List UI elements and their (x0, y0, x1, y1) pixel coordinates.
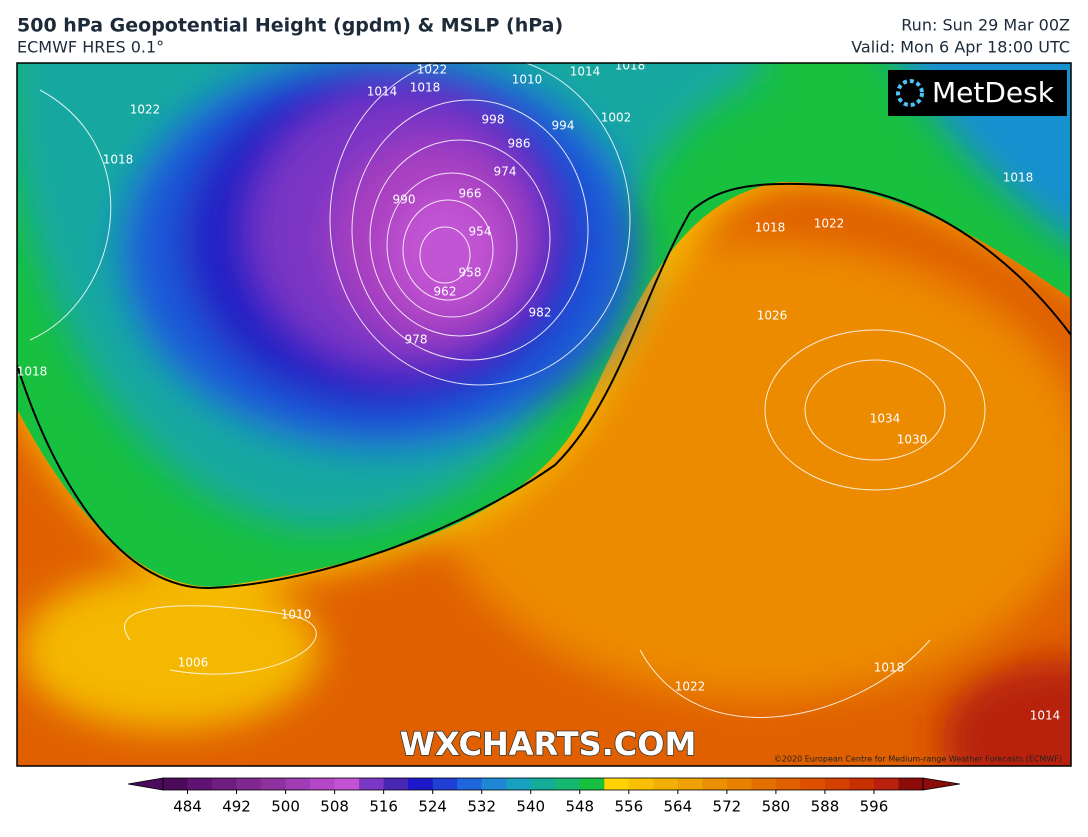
colorbar-segment (408, 778, 434, 790)
colorbar-segment (604, 778, 630, 790)
colorbar-tick-label: 548 (565, 798, 594, 816)
colorbar-tick-label: 516 (369, 798, 398, 816)
isobar-label: 1018 (874, 661, 905, 675)
isobar-label: 1022 (814, 217, 845, 231)
isobar-label: 1014 (1030, 709, 1061, 723)
colorbar-tick-label: 540 (516, 798, 545, 816)
valid-time: Valid: Mon 6 Apr 18:00 UTC (851, 38, 1070, 57)
colorbar-segment (432, 778, 458, 790)
isobar-label: 1006 (178, 656, 209, 670)
isobar-label: 986 (508, 137, 531, 151)
isobar-label: 978 (405, 333, 428, 347)
colorbar-arrow (922, 777, 961, 791)
colorbar-segment (285, 778, 311, 790)
isobar-label: 990 (393, 193, 416, 207)
colorbar-segment (212, 778, 238, 790)
colorbar-segment (677, 778, 703, 790)
colorbar-segment (359, 778, 385, 790)
colorbar-tick-label: 564 (664, 798, 693, 816)
run-time: Run: Sun 29 Mar 00Z (901, 16, 1070, 35)
isobar-label: 1010 (281, 608, 312, 622)
colorbar-segment (751, 778, 777, 790)
colorbar-segment (628, 778, 654, 790)
isobar-label: 974 (494, 165, 517, 179)
isobar-label: 994 (552, 119, 575, 133)
isobar-label: 1014 (570, 65, 601, 79)
colorbar-segment (824, 778, 850, 790)
logo-box (888, 70, 1067, 116)
colorbar-segment (849, 778, 875, 790)
colorbar-segment (898, 778, 924, 790)
colorbar-segment (261, 778, 287, 790)
colorbar-segment (457, 778, 483, 790)
colorbar-segment (653, 778, 679, 790)
map-frame (16, 62, 1072, 767)
colorbar-segment (481, 778, 507, 790)
isobar-label: 1002 (601, 111, 632, 125)
colorbar-tick-label: 524 (418, 798, 447, 816)
colorbar-segment (506, 778, 532, 790)
colorbar-segment (310, 778, 336, 790)
colorbar-tick-label: 572 (713, 798, 742, 816)
map: MetDesk WXCHARTS.COM ©2020 European Cent… (17, 59, 1071, 766)
colorbar-tick-label: 500 (271, 798, 300, 816)
colorbar-segment (555, 778, 581, 790)
subtitle: ECMWF HRES 0.1° (17, 38, 164, 57)
isobar-label: 1018 (1003, 171, 1034, 185)
colorbar-frame (162, 777, 924, 791)
colorbar-tick-label: 588 (811, 798, 840, 816)
isobar-label: 1018 (755, 221, 786, 235)
isobar-label: 1034 (870, 412, 901, 426)
colorbar-segment (334, 778, 360, 790)
isobar-label: 1018 (410, 81, 441, 95)
isobar-label: 1026 (757, 309, 788, 323)
colorbar-segment (579, 778, 605, 790)
colorbar-tick-label: 556 (614, 798, 643, 816)
colorbar-tick-label: 580 (762, 798, 791, 816)
colorbar-segment (236, 778, 262, 790)
isobar-label: 1022 (417, 63, 448, 77)
colorbar-segment (530, 778, 556, 790)
isobar-label: 1018 (17, 365, 48, 379)
isobar-label: 962 (434, 285, 457, 299)
colorbar-tick-label: 596 (860, 798, 889, 816)
colorbar-segment (726, 778, 752, 790)
isobar-label: 954 (469, 225, 492, 239)
copyright: ©2020 European Centre for Medium-range W… (774, 755, 1062, 764)
colorbar-tick-label: 492 (222, 798, 251, 816)
isobar-label: 958 (459, 266, 482, 280)
colorbar-segment (800, 778, 826, 790)
logo: MetDesk (932, 76, 1055, 109)
watermark: WXCHARTS.COM (400, 725, 697, 763)
colorbar-segment (187, 778, 213, 790)
isobar-label: 1022 (130, 103, 161, 117)
colorbar-segment (873, 778, 899, 790)
isobar-label: 1030 (897, 433, 928, 447)
isobar-label: 1018 (615, 59, 646, 73)
colorbar: 484 492 500 508 516 524 532 540 548 556 564 572 580 5… (127, 777, 961, 816)
isobar-label: 1010 (512, 73, 543, 87)
colorbar-tick-label: 532 (467, 798, 496, 816)
colorbar-tick-label: 508 (320, 798, 349, 816)
isobar-label: 1022 (675, 680, 706, 694)
title: 500 hPa Geopotential Height (gpdm) & MSL… (17, 15, 563, 37)
colorbar-tick-label: 484 (173, 798, 202, 816)
colorbar-segment (775, 778, 801, 790)
colorbar-segment (163, 778, 189, 790)
isobar-labels: 1022 1018 1014 1010 1014 1018 998 994 10… (17, 59, 1061, 723)
isobar-label: 982 (529, 306, 552, 320)
isobar-label: 1018 (103, 153, 134, 167)
colorbar-segment (702, 778, 728, 790)
isobar-label: 1014 (367, 85, 398, 99)
isobar-label: 998 (482, 113, 505, 127)
colorbar-arrow (127, 777, 164, 791)
colorbar-segment (383, 778, 409, 790)
isobar-label: 966 (459, 187, 482, 201)
